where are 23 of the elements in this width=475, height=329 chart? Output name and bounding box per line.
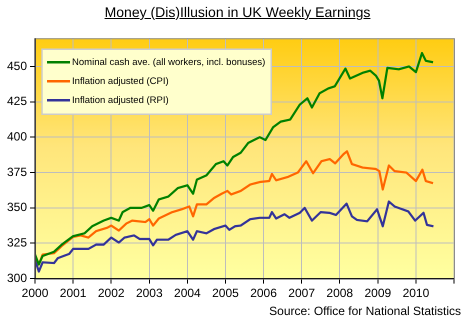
y-tick-label: 450 [6,58,28,73]
x-tick-label: 2010 [402,286,430,300]
x-tick-label: 2001 [60,286,87,300]
y-tick-label: 375 [6,164,28,179]
y-tick-label: 300 [6,270,28,285]
x-tick-label: 2004 [174,286,202,300]
y-tick-label: 350 [6,200,28,214]
legend-label: Nominal cash ave. (all workers, incl. bonuses) [72,56,266,68]
x-tick-label: 2000 [22,286,49,300]
x-tick-label: 2005 [212,286,240,300]
x-tick-label: 2002 [98,286,125,300]
y-tick-label: 400 [6,130,28,144]
legend-label: Inflation adjusted (RPI) [72,94,169,106]
chart-title: Money (Dis)Illusion in UK Weekly Earnings [104,4,372,20]
y-tick-label: 425 [6,94,28,108]
x-tick-label: 2009 [364,286,392,300]
x-tick-label: 2003 [136,286,163,300]
y-tick-label: 325 [6,236,28,250]
x-tick-label: 2008 [326,286,354,300]
x-tick-label: 2007 [288,286,316,300]
x-tick-label: 2006 [250,286,278,300]
legend-label: Inflation adjusted (CPI) [72,76,169,87]
source-note: Source: Office for National Statistics [269,304,461,318]
